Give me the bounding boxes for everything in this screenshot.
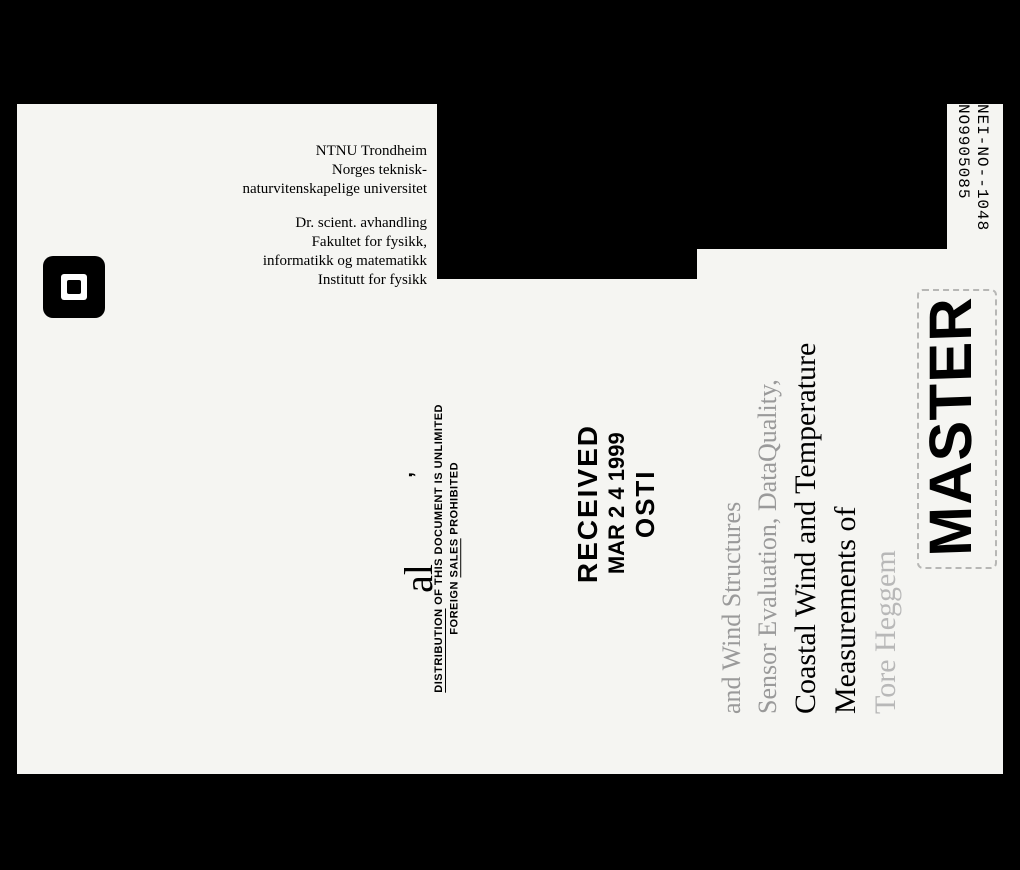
received-org: OSTI <box>630 424 661 583</box>
title-block: and Wind Structures Sensor Evaluation, D… <box>717 254 903 714</box>
faculty-line2: informatikk og matematikk <box>77 252 427 271</box>
author-name: Tore Heggem <box>869 254 903 714</box>
mask-block-top <box>437 104 947 249</box>
mark-apostrophe: , <box>395 472 418 478</box>
handwritten-initials: al <box>395 564 442 593</box>
dist-l1a: DISTRIBUTION <box>433 608 445 692</box>
report-id-1: NEI-NO--1048 <box>973 104 991 231</box>
institution-line3: naturvitenskapelige universitet <box>77 180 427 199</box>
thesis-type: Dr. scient. avhandling <box>77 214 427 233</box>
distribution-notice: DISTRIBUTION OF THIS DOCUMENT IS UNLIMIT… <box>432 404 463 693</box>
dist-l2b: SALES <box>448 538 460 577</box>
subtitle-line2: and Wind Structures <box>717 254 747 714</box>
title-line1: Measurements of <box>829 254 863 714</box>
report-id-2: NO9905085 <box>954 104 972 199</box>
institution-line2: Norges teknisk- <box>77 161 427 180</box>
institution-name: NTNU Trondheim <box>77 142 427 161</box>
document-page: NTNU Trondheim Norges teknisk- naturvite… <box>17 104 1003 774</box>
report-number: NEI-NO--1048 NO9905085 <box>953 104 991 231</box>
received-date: MAR 2 4 1999 <box>604 424 630 583</box>
department: Institutt for fysikk <box>77 271 427 290</box>
dist-l2a: FOREIGN <box>448 578 460 635</box>
mask-block-mid <box>437 249 697 279</box>
dist-l2c: PROHIBITED <box>448 462 460 538</box>
title-line2: Coastal Wind and Temperature <box>789 254 823 714</box>
subtitle-line1: Sensor Evaluation, DataQuality, <box>753 254 783 714</box>
faculty-line1: Fakultet for fysikk, <box>77 233 427 252</box>
institution-block: NTNU Trondheim Norges teknisk- naturvite… <box>77 142 427 289</box>
ntnu-logo <box>43 256 105 318</box>
received-label: RECEIVED <box>572 424 604 583</box>
received-stamp: RECEIVED MAR 2 4 1999 OSTI <box>572 424 661 583</box>
master-stamp: MASTER <box>916 296 985 558</box>
